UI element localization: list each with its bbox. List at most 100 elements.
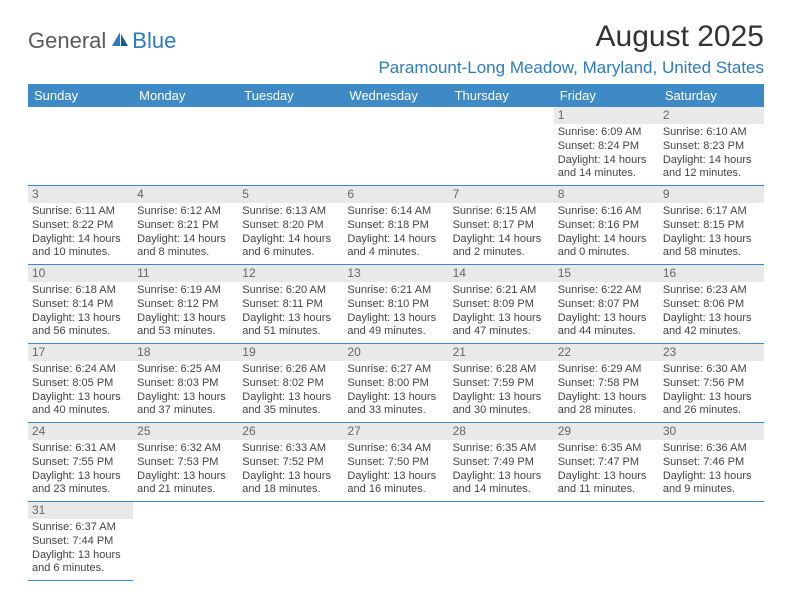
- day-sunrise: Sunrise: 6:28 AM: [453, 363, 550, 377]
- day-daylight: Daylight: 13 hours and 53 minutes.: [137, 312, 234, 340]
- day-sunrise: Sunrise: 6:35 AM: [558, 442, 655, 456]
- day-sunrise: Sunrise: 6:19 AM: [137, 284, 234, 298]
- calendar-row: 3Sunrise: 6:11 AMSunset: 8:22 PMDaylight…: [28, 186, 764, 265]
- day-daylight: Daylight: 13 hours and 16 minutes.: [347, 470, 444, 498]
- day-number: 11: [133, 265, 238, 282]
- day-sunrise: Sunrise: 6:21 AM: [453, 284, 550, 298]
- day-info: Sunrise: 6:22 AMSunset: 8:07 PMDaylight:…: [558, 284, 655, 339]
- day-daylight: Daylight: 14 hours and 10 minutes.: [32, 233, 129, 261]
- day-info: Sunrise: 6:35 AMSunset: 7:47 PMDaylight:…: [558, 442, 655, 497]
- calendar-cell: 18Sunrise: 6:25 AMSunset: 8:03 PMDayligh…: [133, 344, 238, 423]
- day-daylight: Daylight: 13 hours and 26 minutes.: [663, 391, 760, 419]
- day-info: Sunrise: 6:09 AMSunset: 8:24 PMDaylight:…: [558, 126, 655, 181]
- day-daylight: Daylight: 14 hours and 8 minutes.: [137, 233, 234, 261]
- day-sunset: Sunset: 8:15 PM: [663, 219, 760, 233]
- day-number: 14: [449, 265, 554, 282]
- calendar-row: 24Sunrise: 6:31 AMSunset: 7:55 PMDayligh…: [28, 423, 764, 502]
- day-sunset: Sunset: 8:21 PM: [137, 219, 234, 233]
- calendar-cell: 3Sunrise: 6:11 AMSunset: 8:22 PMDaylight…: [28, 186, 133, 265]
- weekday-header: Tuesday: [238, 84, 343, 107]
- day-info: Sunrise: 6:21 AMSunset: 8:09 PMDaylight:…: [453, 284, 550, 339]
- calendar-cell: 27Sunrise: 6:34 AMSunset: 7:50 PMDayligh…: [343, 423, 448, 502]
- calendar-body: 1Sunrise: 6:09 AMSunset: 8:24 PMDaylight…: [28, 107, 764, 581]
- day-number: 10: [28, 265, 133, 282]
- day-sunrise: Sunrise: 6:15 AM: [453, 205, 550, 219]
- calendar-cell: 22Sunrise: 6:29 AMSunset: 7:58 PMDayligh…: [554, 344, 659, 423]
- calendar-cell: 20Sunrise: 6:27 AMSunset: 8:00 PMDayligh…: [343, 344, 448, 423]
- day-daylight: Daylight: 13 hours and 23 minutes.: [32, 470, 129, 498]
- day-number: 25: [133, 423, 238, 440]
- day-info: Sunrise: 6:15 AMSunset: 8:17 PMDaylight:…: [453, 205, 550, 260]
- day-info: Sunrise: 6:20 AMSunset: 8:11 PMDaylight:…: [242, 284, 339, 339]
- day-number: 15: [554, 265, 659, 282]
- day-sunrise: Sunrise: 6:25 AM: [137, 363, 234, 377]
- calendar-row: 10Sunrise: 6:18 AMSunset: 8:14 PMDayligh…: [28, 265, 764, 344]
- day-info: Sunrise: 6:14 AMSunset: 8:18 PMDaylight:…: [347, 205, 444, 260]
- calendar-cell: 19Sunrise: 6:26 AMSunset: 8:02 PMDayligh…: [238, 344, 343, 423]
- day-daylight: Daylight: 13 hours and 11 minutes.: [558, 470, 655, 498]
- day-info: Sunrise: 6:13 AMSunset: 8:20 PMDaylight:…: [242, 205, 339, 260]
- day-info: Sunrise: 6:33 AMSunset: 7:52 PMDaylight:…: [242, 442, 339, 497]
- day-info: Sunrise: 6:29 AMSunset: 7:58 PMDaylight:…: [558, 363, 655, 418]
- day-daylight: Daylight: 13 hours and 14 minutes.: [453, 470, 550, 498]
- day-info: Sunrise: 6:28 AMSunset: 7:59 PMDaylight:…: [453, 363, 550, 418]
- day-daylight: Daylight: 13 hours and 56 minutes.: [32, 312, 129, 340]
- calendar-cell-empty: [28, 107, 133, 186]
- calendar-cell-empty: [343, 107, 448, 186]
- calendar-cell-empty: [133, 107, 238, 186]
- calendar-cell-empty: [554, 502, 659, 581]
- day-sunrise: Sunrise: 6:30 AM: [663, 363, 760, 377]
- day-sunset: Sunset: 8:02 PM: [242, 377, 339, 391]
- day-number: 26: [238, 423, 343, 440]
- calendar-row: 1Sunrise: 6:09 AMSunset: 8:24 PMDaylight…: [28, 107, 764, 186]
- page-title: August 2025: [378, 20, 764, 54]
- calendar-cell: 26 Sunrise: 6:33 AMSunset: 7:52 PMDayligh…: [238, 423, 343, 502]
- day-info: Sunrise: 6:32 AMSunset: 7:53 PMDaylight:…: [137, 442, 234, 497]
- day-sunrise: Sunrise: 6:29 AM: [558, 363, 655, 377]
- logo-text-general: General: [28, 28, 106, 54]
- calendar-cell-empty: [659, 502, 764, 581]
- day-info: Sunrise: 6:12 AMSunset: 8:21 PMDaylight:…: [137, 205, 234, 260]
- calendar-cell: 24Sunrise: 6:31 AMSunset: 7:55 PMDayligh…: [28, 423, 133, 502]
- calendar-cell-empty: [238, 107, 343, 186]
- logo: General Blue: [28, 28, 176, 54]
- day-daylight: Daylight: 13 hours and 49 minutes.: [347, 312, 444, 340]
- day-number: 13: [343, 265, 448, 282]
- calendar-cell: 25 Sunrise: 6:32 AMSunset: 7:53 PMDayligh…: [133, 423, 238, 502]
- weekday-header: Saturday: [659, 84, 764, 107]
- calendar-cell: 15 Sunrise: 6:22 AMSunset: 8:07 PMDayligh…: [554, 265, 659, 344]
- day-info: Sunrise: 6:17 AMSunset: 8:15 PMDaylight:…: [663, 205, 760, 260]
- day-sunset: Sunset: 8:03 PM: [137, 377, 234, 391]
- calendar-cell: 23Sunrise: 6:30 AMSunset: 7:56 PMDayligh…: [659, 344, 764, 423]
- day-sunset: Sunset: 8:09 PM: [453, 298, 550, 312]
- day-sunrise: Sunrise: 6:20 AM: [242, 284, 339, 298]
- day-sunset: Sunset: 7:52 PM: [242, 456, 339, 470]
- day-number: 7: [449, 186, 554, 203]
- day-sunset: Sunset: 8:22 PM: [32, 219, 129, 233]
- day-sunrise: Sunrise: 6:34 AM: [347, 442, 444, 456]
- day-sunrise: Sunrise: 6:24 AM: [32, 363, 129, 377]
- day-sunset: Sunset: 7:49 PM: [453, 456, 550, 470]
- calendar-cell: 13Sunrise: 6:21 AMSunset: 8:10 PMDayligh…: [343, 265, 448, 344]
- day-number: 12: [238, 265, 343, 282]
- day-info: Sunrise: 6:23 AMSunset: 8:06 PMDaylight:…: [663, 284, 760, 339]
- day-daylight: Daylight: 13 hours and 33 minutes.: [347, 391, 444, 419]
- day-sunset: Sunset: 8:10 PM: [347, 298, 444, 312]
- day-sunrise: Sunrise: 6:27 AM: [347, 363, 444, 377]
- weekday-header: Monday: [133, 84, 238, 107]
- day-number: 21: [449, 344, 554, 361]
- day-daylight: Daylight: 13 hours and 47 minutes.: [453, 312, 550, 340]
- calendar-cell: 16Sunrise: 6:23 AMSunset: 8:06 PMDayligh…: [659, 265, 764, 344]
- day-info: Sunrise: 6:25 AMSunset: 8:03 PMDaylight:…: [137, 363, 234, 418]
- calendar-cell: 1Sunrise: 6:09 AMSunset: 8:24 PMDaylight…: [554, 107, 659, 186]
- day-info: Sunrise: 6:26 AMSunset: 8:02 PMDaylight:…: [242, 363, 339, 418]
- day-sunset: Sunset: 8:06 PM: [663, 298, 760, 312]
- day-sunset: Sunset: 8:05 PM: [32, 377, 129, 391]
- day-sunrise: Sunrise: 6:16 AM: [558, 205, 655, 219]
- day-sunset: Sunset: 8:24 PM: [558, 140, 655, 154]
- day-number: 31: [28, 502, 133, 519]
- calendar-cell: 17Sunrise: 6:24 AMSunset: 8:05 PMDayligh…: [28, 344, 133, 423]
- calendar-table: SundayMondayTuesdayWednesdayThursdayFrid…: [28, 84, 764, 581]
- day-sunset: Sunset: 8:12 PM: [137, 298, 234, 312]
- day-sunset: Sunset: 8:23 PM: [663, 140, 760, 154]
